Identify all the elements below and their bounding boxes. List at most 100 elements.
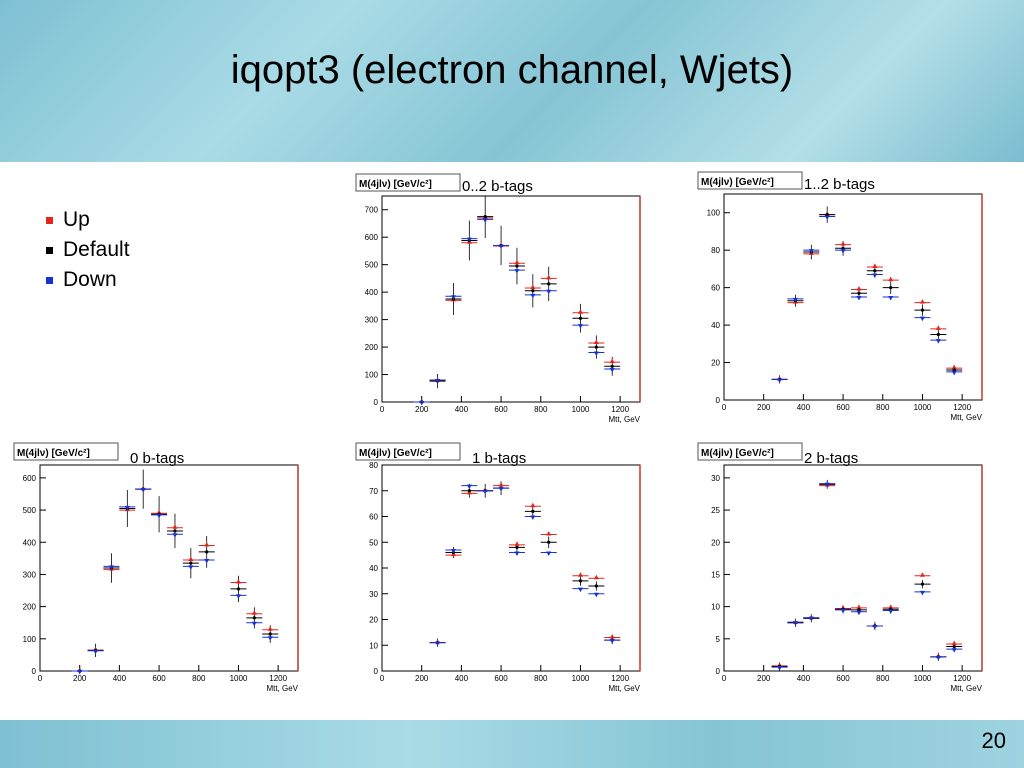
chart-2-btags: M(4jlν) [GeV/c²] 0 5 10 15 20 25 30 0 200 400 600 80… <box>697 442 983 693</box>
default-point <box>531 289 535 293</box>
x-tick-label: 0 <box>380 674 385 683</box>
down-point <box>419 401 425 406</box>
down-point <box>466 237 472 243</box>
default-point <box>515 545 519 549</box>
down-point <box>593 351 599 357</box>
x-tick-label: 1000 <box>914 674 932 683</box>
y-tick-label: 25 <box>711 506 720 515</box>
chart-title: 2 b-tags <box>804 450 859 467</box>
down-point <box>872 624 878 630</box>
default-point <box>952 644 956 649</box>
x-tick-label: 1200 <box>611 674 629 683</box>
x-axis-label: Mtt, GeV <box>950 413 982 422</box>
down-point <box>919 590 925 596</box>
x-axis-label: Mtt, GeV <box>950 684 982 693</box>
up-point <box>593 339 599 344</box>
default-point <box>547 282 551 286</box>
up-point <box>530 502 536 508</box>
x-tick-label: 400 <box>797 674 811 683</box>
default-point <box>578 579 583 583</box>
default-point <box>857 608 861 612</box>
up-point <box>498 482 504 487</box>
axis-box-text: M(4jlν) [GeV/c²] <box>701 177 774 188</box>
axis-box-label: M(4jlν) [GeV/c²] <box>13 442 119 461</box>
legend-label: Default <box>63 238 130 261</box>
default-point <box>467 489 471 493</box>
legend-label: Down <box>63 268 117 291</box>
default-point <box>952 368 956 372</box>
y-tick-label: 100 <box>707 209 721 218</box>
y-tick-label: 400 <box>23 538 37 547</box>
x-tick-label: 0 <box>722 403 727 412</box>
y-tick-label: 40 <box>711 321 720 330</box>
up-point <box>188 556 194 561</box>
legend-label: Up <box>63 208 90 231</box>
y-tick-label: 30 <box>369 590 378 599</box>
x-tick-label: 0 <box>722 674 727 683</box>
down-point <box>156 513 162 519</box>
default-point <box>173 529 177 533</box>
up-point <box>888 276 894 282</box>
up-point <box>935 325 941 330</box>
default-point <box>236 587 241 591</box>
down-point <box>482 218 488 223</box>
y-tick-label: 300 <box>365 316 379 325</box>
x-tick-label: 600 <box>494 674 508 683</box>
y-tick-label: 5 <box>716 635 721 644</box>
up-point <box>546 531 552 536</box>
axis-box-label: M(4jlν) [GeV/c²] <box>355 442 461 461</box>
y-tick-label: 0 <box>716 667 721 676</box>
x-tick-label: 1000 <box>914 403 932 412</box>
up-point <box>530 284 536 290</box>
up-point <box>546 274 552 280</box>
y-tick-label: 0 <box>32 667 37 676</box>
y-tick-label: 80 <box>711 246 720 255</box>
x-tick-label: 1200 <box>269 674 287 683</box>
down-point <box>792 297 798 303</box>
y-tick-label: 20 <box>369 616 378 625</box>
axis-box <box>13 442 119 461</box>
x-tick-label: 800 <box>534 405 548 414</box>
slide-footer-background <box>0 720 1024 768</box>
y-tick-label: 15 <box>711 570 720 579</box>
axis-box-text: M(4jlν) [GeV/c²] <box>359 179 432 190</box>
y-tick-label: 60 <box>369 513 378 522</box>
chart-title: 0 b-tags <box>130 450 185 467</box>
x-tick-label: 600 <box>836 403 850 412</box>
down-point <box>919 316 925 322</box>
x-tick-label: 1200 <box>953 674 971 683</box>
down-point <box>808 249 814 254</box>
default-point <box>531 509 535 513</box>
legend-item-down: Down <box>46 265 130 295</box>
page-number: 20 <box>981 728 1006 753</box>
down-point <box>888 609 894 614</box>
y-tick-label: 70 <box>369 487 378 496</box>
down-point <box>546 289 552 295</box>
y-tick-label: 100 <box>23 635 37 644</box>
y-tick-label: 100 <box>365 371 379 380</box>
down-point <box>577 587 583 593</box>
default-point <box>515 264 519 268</box>
legend-item-up: Up <box>46 205 130 235</box>
up-point <box>577 309 583 314</box>
y-tick-label: 700 <box>365 206 379 215</box>
chart-0-2-btags: M(4jlν) [GeV/c²] 0 100 200 300 400 500 600 700 0 2… <box>355 173 641 424</box>
up-point <box>593 574 599 580</box>
up-point <box>872 263 878 269</box>
down-point <box>251 621 257 627</box>
up-point <box>856 604 862 609</box>
chart-title: 1..2 b-tags <box>804 176 875 193</box>
down-point <box>824 482 830 488</box>
x-tick-label: 0 <box>380 405 385 414</box>
default-point <box>594 345 598 349</box>
y-tick-label: 600 <box>365 233 379 242</box>
down-point <box>609 639 615 644</box>
x-tick-label: 800 <box>534 674 548 683</box>
down-point <box>435 379 441 384</box>
axis-box-text: M(4jlν) [GeV/c²] <box>701 448 774 459</box>
chart-panel-2-btags: M(4jlν) [GeV/c²] 0 5 10 15 20 25 30 0 200 400 600 80… <box>694 437 994 707</box>
down-point <box>188 565 194 570</box>
chart-panel-1-btags: M(4jlν) [GeV/c²] 0 10 20 30 40 50 60 70 80 0 200 400… <box>352 437 652 707</box>
